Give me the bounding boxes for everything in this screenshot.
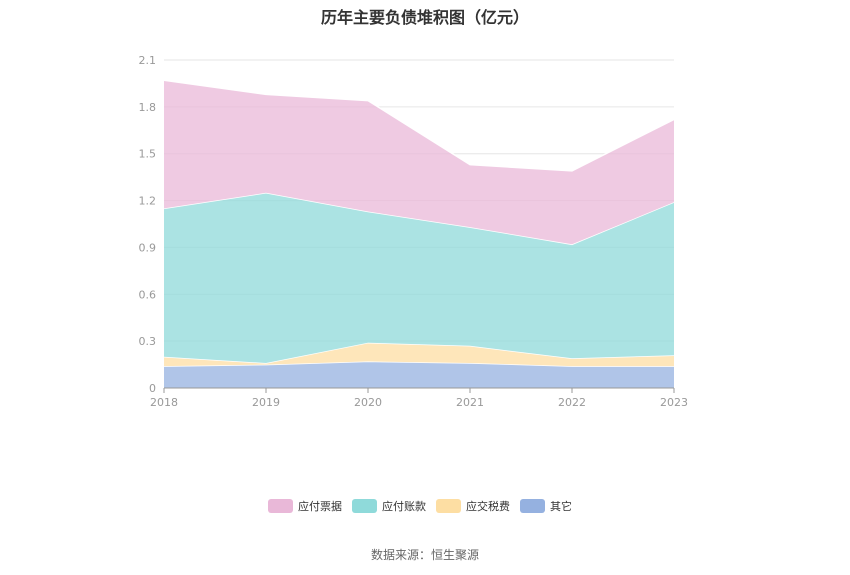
legend-item[interactable]: 应付账款 (352, 499, 426, 513)
x-tick-label: 2020 (354, 396, 382, 409)
y-tick-label: 1.8 (139, 101, 157, 114)
y-tick-label: 0.9 (139, 241, 157, 254)
axes: 0 0.3 0.6 0.9 1.2 1.5 1.8 2.1 2018 2019 2020 2021 20… (139, 54, 689, 409)
data-source-note: 数据来源：恒生聚源 (370, 548, 479, 562)
legend-item[interactable]: 应交税费 (436, 499, 510, 513)
y-tick-label: 1.2 (139, 195, 157, 208)
area-series[interactable] (164, 192, 674, 363)
legend-item[interactable]: 其它 (520, 499, 572, 513)
x-tick-label: 2023 (660, 396, 688, 409)
x-tick-label: 2022 (558, 396, 586, 409)
chart-title: 历年主要负债堆积图（亿元） (320, 8, 529, 27)
legend-swatch (352, 499, 377, 513)
legend-swatch (268, 499, 293, 513)
legend-label: 其它 (550, 499, 572, 513)
y-tick-label: 0.3 (139, 335, 157, 348)
x-tick-label: 2019 (252, 396, 280, 409)
legend-item[interactable]: 应付票据 (268, 499, 342, 513)
y-tick-label: 1.5 (139, 148, 157, 161)
legend-label: 应交税费 (466, 499, 510, 513)
x-tick-label: 2018 (150, 396, 178, 409)
y-tick-label: 0 (149, 382, 156, 395)
legend[interactable]: 应付票据 应付账款 应交税费 其它 (268, 499, 572, 513)
legend-swatch (520, 499, 545, 513)
area-series[interactable] (164, 80, 674, 245)
area-series[interactable] (164, 361, 674, 388)
legend-label: 应付账款 (382, 499, 426, 513)
legend-label: 应付票据 (298, 499, 342, 513)
area-series[interactable] (164, 342, 674, 367)
y-tick-label: 0.6 (139, 288, 157, 301)
legend-swatch (436, 499, 461, 513)
area-series-edge (163, 79, 675, 172)
area-series-group (163, 79, 675, 388)
x-tick-label: 2021 (456, 396, 484, 409)
y-tick-label: 2.1 (139, 54, 157, 67)
